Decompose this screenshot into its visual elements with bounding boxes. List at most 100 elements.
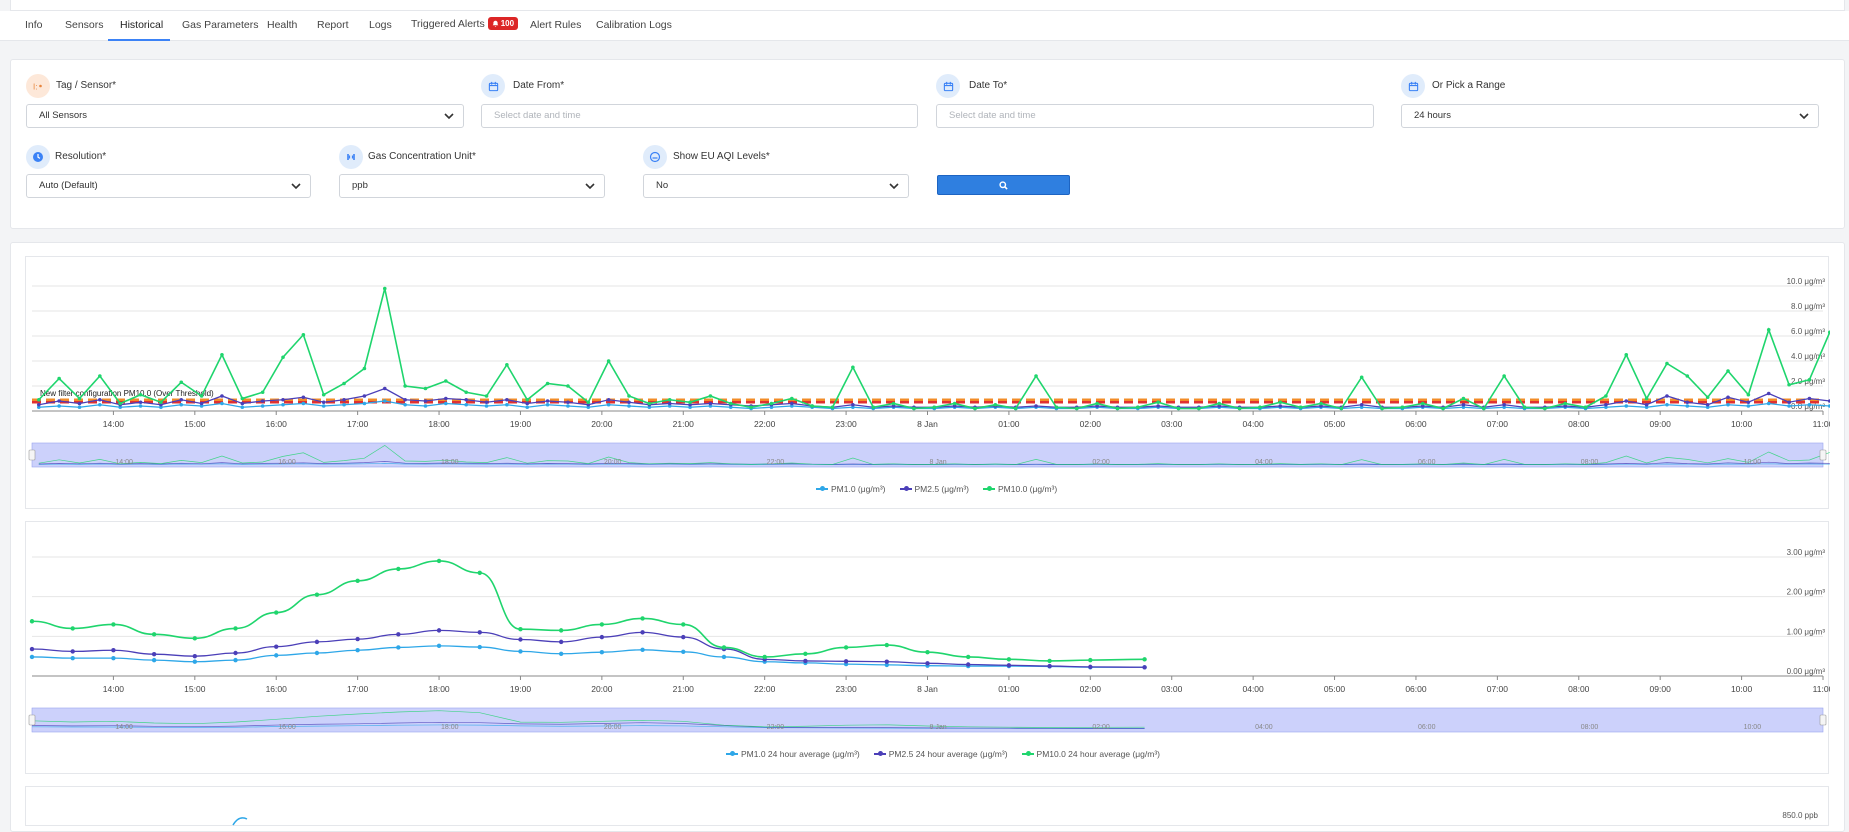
x-tick-label: 01:00 <box>998 419 1020 429</box>
data-point <box>1400 405 1405 410</box>
tab-gas-parameters[interactable]: Gas Parameters <box>182 19 259 31</box>
chevron-down-icon <box>585 183 595 190</box>
legend-item[interactable]: PM10.0 24 hour average (μg/m³) <box>1021 749 1161 759</box>
data-point <box>192 636 198 641</box>
navigator-tick-label: 14:00 <box>115 459 133 466</box>
data-point <box>1665 361 1669 366</box>
data-point <box>1705 402 1710 407</box>
data-point <box>1583 405 1588 410</box>
legend-label: PM1.0 24 hour average (μg/m³) <box>741 749 860 759</box>
legend-item[interactable]: PM1.0 (μg/m³) <box>816 484 886 494</box>
data-point <box>111 655 116 661</box>
legend-item[interactable]: PM10.0 (μg/m³) <box>983 484 1057 494</box>
data-point <box>1380 406 1384 411</box>
chevron-down-icon <box>291 183 301 190</box>
data-point <box>151 651 157 657</box>
y-tick-label: 4.0 μg/m³ <box>1791 352 1825 361</box>
pm-average-chart-card: 0.00 μg/m³ 1.00 μg/m³ 2.00 μg/m³ 3.00 μg/m³… <box>25 521 1830 774</box>
data-point <box>57 376 61 381</box>
gas-chart-card: 850.0 ppb <box>25 786 1829 826</box>
data-point <box>1766 401 1771 406</box>
data-point <box>77 401 82 406</box>
range-select[interactable]: 24 hours <box>1401 104 1819 128</box>
tab-alert-rules[interactable]: Alert Rules <box>530 19 582 31</box>
data-point <box>871 405 876 410</box>
legend-label: PM10.0 24 hour average (μg/m³) <box>1036 749 1161 759</box>
data-point <box>891 401 896 406</box>
tab-info[interactable]: Info <box>25 19 43 31</box>
data-point <box>281 402 285 407</box>
tab-calibration-logs[interactable]: Calibration Logs <box>596 19 672 31</box>
pm-average-chart-legend: PM1.0 24 hour average (μg/m³) PM2.5 24 h… <box>726 749 1160 759</box>
data-point <box>396 566 401 572</box>
data-point <box>1685 374 1690 378</box>
data-point <box>1088 664 1093 670</box>
data-point <box>1441 406 1445 411</box>
data-point <box>1827 404 1830 408</box>
tab-triggered-alerts[interactable]: Triggered Alerts 100 <box>411 17 519 30</box>
data-point <box>179 402 184 407</box>
x-tick-label: 07:00 <box>1487 419 1509 429</box>
tab-health[interactable]: Health <box>267 19 298 31</box>
data-point <box>1217 404 1222 408</box>
navigator-handle <box>1819 449 1827 461</box>
search-button[interactable] <box>937 175 1070 195</box>
legend-item[interactable]: PM2.5 (μg/m³) <box>899 484 969 494</box>
navigator-tick-label: 06:00 <box>1418 459 1436 466</box>
legend-item[interactable]: PM2.5 24 hour average (μg/m³) <box>873 749 1008 759</box>
data-point <box>884 642 889 648</box>
data-point <box>1088 657 1093 663</box>
data-point <box>1746 404 1751 408</box>
tab-logs[interactable]: Logs <box>369 19 392 31</box>
x-tick-label: 11:00 <box>1813 419 1830 429</box>
tab-historical[interactable]: Historical <box>120 19 164 31</box>
data-point <box>1685 404 1690 408</box>
data-point <box>790 401 794 406</box>
data-point <box>884 662 889 668</box>
data-point <box>1142 657 1147 662</box>
tag-sensor-select[interactable]: All Sensors <box>26 104 464 128</box>
y-tick-label: 0.0 μg/m³ <box>1791 402 1825 411</box>
data-point <box>199 404 204 408</box>
date-from-input[interactable]: Select date and time <box>481 104 918 128</box>
data-point <box>667 404 672 408</box>
navigator-tick-label: 02:00 <box>1092 724 1110 731</box>
data-point <box>301 332 306 337</box>
data-point <box>1644 402 1649 407</box>
gas-unit-select[interactable]: ppb <box>339 174 605 198</box>
data-point <box>444 379 448 383</box>
data-point <box>260 404 265 408</box>
data-point <box>1604 394 1608 398</box>
navigator-tick-label: 08:00 <box>1581 459 1599 466</box>
tab-sensors[interactable]: Sensors <box>65 19 104 31</box>
data-point <box>1319 404 1323 408</box>
resolution-select[interactable]: Auto (Default) <box>26 174 311 198</box>
data-point <box>1156 404 1160 408</box>
navigator-tick-label: 04:00 <box>1255 459 1273 466</box>
date-to-input[interactable]: Select date and time <box>936 104 1374 128</box>
data-point <box>477 570 482 576</box>
data-point <box>1034 374 1038 378</box>
x-tick-label: 10:00 <box>1731 419 1753 429</box>
data-point <box>403 402 407 407</box>
data-point <box>762 654 767 660</box>
data-point <box>708 404 713 408</box>
data-point <box>586 402 591 407</box>
data-point <box>769 405 774 410</box>
data-point <box>545 402 550 407</box>
x-tick-label: 20:00 <box>591 419 613 429</box>
data-point <box>667 397 672 402</box>
legend-item[interactable]: PM1.0 24 hour average (μg/m³) <box>726 749 860 759</box>
tab-bar: Info Sensors Historical Gas Parameters H… <box>0 11 1849 41</box>
aqi-select[interactable]: No <box>643 174 909 198</box>
data-point <box>233 657 238 663</box>
data-point <box>477 644 482 650</box>
data-point <box>966 654 971 660</box>
data-point <box>586 400 591 405</box>
navigator-tick-label: 10:00 <box>1744 459 1762 466</box>
data-point <box>159 405 163 410</box>
data-point <box>1543 406 1547 411</box>
data-point <box>627 404 631 408</box>
tab-report[interactable]: Report <box>317 19 349 31</box>
data-point <box>138 392 143 397</box>
